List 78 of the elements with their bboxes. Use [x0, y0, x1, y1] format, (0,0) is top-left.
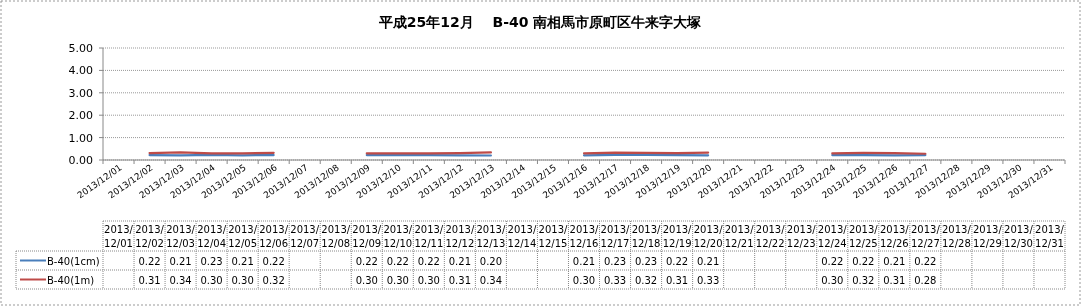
data-label: 0.20 [479, 255, 503, 267]
data-label: 0.21 [231, 255, 254, 267]
category-label: 2013/12/29 [973, 224, 1002, 249]
category-label: 2013/12/08 [321, 224, 351, 249]
data-label: 0.32 [634, 274, 658, 286]
category-label: 2013/12/25 [848, 224, 878, 249]
y-tick-label: 4.00 [68, 64, 93, 78]
category-label: 2013/12/19 [662, 224, 692, 249]
category-label: 2013/12/18 [631, 224, 661, 249]
category-label: 2013/12/01 [104, 224, 133, 249]
category-label: 2013/12/27 [910, 224, 940, 249]
category-label: 2013/12/26 [879, 224, 909, 249]
data-label: 0.22 [138, 255, 161, 267]
data-label: 0.23 [603, 255, 627, 267]
y-tick-label: 3.00 [68, 86, 93, 100]
data-label: 0.30 [231, 274, 254, 286]
data-label: 0.28 [914, 274, 937, 286]
category-label: 2013/12/04 [197, 224, 227, 249]
data-label: 0.22 [665, 255, 689, 267]
data-label: 0.33 [697, 274, 720, 286]
category-label: 2013/12/14 [507, 224, 537, 249]
data-label: 0.30 [821, 274, 844, 286]
data-label: 0.30 [572, 274, 596, 286]
category-label: 2013/12/07 [290, 224, 320, 249]
data-label: 0.31 [448, 274, 471, 286]
category-label: 2013/12/21 [724, 224, 754, 249]
category-label: 2013/12/12 [445, 224, 475, 249]
category-label: 2013/12/30 [1004, 224, 1033, 249]
category-label: 2013/12/24 [817, 224, 847, 249]
category-label: 2013/12/03 [166, 224, 195, 249]
data-label: 0.22 [386, 255, 409, 267]
data-label: 0.33 [603, 274, 627, 286]
category-label: 2013/12/17 [600, 224, 630, 249]
data-label: 0.32 [262, 274, 285, 286]
y-tick-label: 0.00 [68, 154, 93, 167]
data-label: 0.22 [262, 255, 285, 267]
data-label: 0.22 [417, 255, 440, 267]
y-tick-label: 1.00 [68, 131, 93, 145]
data-label: 0.21 [697, 255, 720, 267]
data-label: 0.22 [914, 255, 937, 267]
chart-title: 平成25年12月 B-40 南相馬市原町区牛来字大塚 [377, 14, 703, 30]
data-label: 0.30 [355, 274, 378, 286]
data-label: 0.31 [665, 274, 689, 286]
y-tick-label: 5.00 [68, 42, 93, 55]
data-label: 0.23 [200, 255, 223, 267]
category-label: 2013/12/02 [135, 224, 164, 249]
data-label: 0.31 [883, 274, 906, 286]
category-label: 2013/12/13 [476, 224, 506, 249]
data-label: 0.30 [417, 274, 440, 286]
category-label: 2013/12/09 [352, 224, 382, 249]
category-label: 2013/12/06 [259, 224, 289, 249]
data-label: 0.22 [852, 255, 875, 267]
data-label: 0.21 [169, 255, 192, 267]
data-label: 0.31 [138, 274, 161, 286]
category-label: 2013/12/10 [383, 224, 413, 249]
data-label: 0.32 [852, 274, 875, 286]
category-label: 2013/12/16 [569, 224, 599, 249]
category-label: 2013/12/31 [1035, 224, 1064, 249]
data-label: 0.21 [883, 255, 906, 267]
data-label: 0.30 [386, 274, 409, 286]
data-label: 0.22 [821, 255, 844, 267]
data-label: 0.21 [572, 255, 596, 267]
category-label: 2013/12/05 [228, 224, 258, 249]
category-label: 2013/12/22 [755, 224, 785, 249]
data-label: 0.23 [634, 255, 658, 267]
legend-label: B-40(1m) [47, 274, 95, 286]
data-label: 0.30 [200, 274, 223, 286]
category-label: 2013/12/23 [786, 224, 816, 249]
data-label: 0.21 [448, 255, 471, 267]
data-label: 0.34 [169, 274, 192, 286]
category-label: 2013/12/15 [538, 224, 568, 249]
data-label: 0.34 [479, 274, 503, 286]
y-tick-label: 2.00 [68, 109, 93, 123]
data-label: 0.22 [355, 255, 378, 267]
category-label: 2013/12/20 [693, 224, 723, 249]
category-label: 2013/12/28 [941, 224, 971, 249]
category-label: 2013/12/11 [414, 224, 444, 249]
legend-label: B-40(1cm) [47, 255, 100, 267]
